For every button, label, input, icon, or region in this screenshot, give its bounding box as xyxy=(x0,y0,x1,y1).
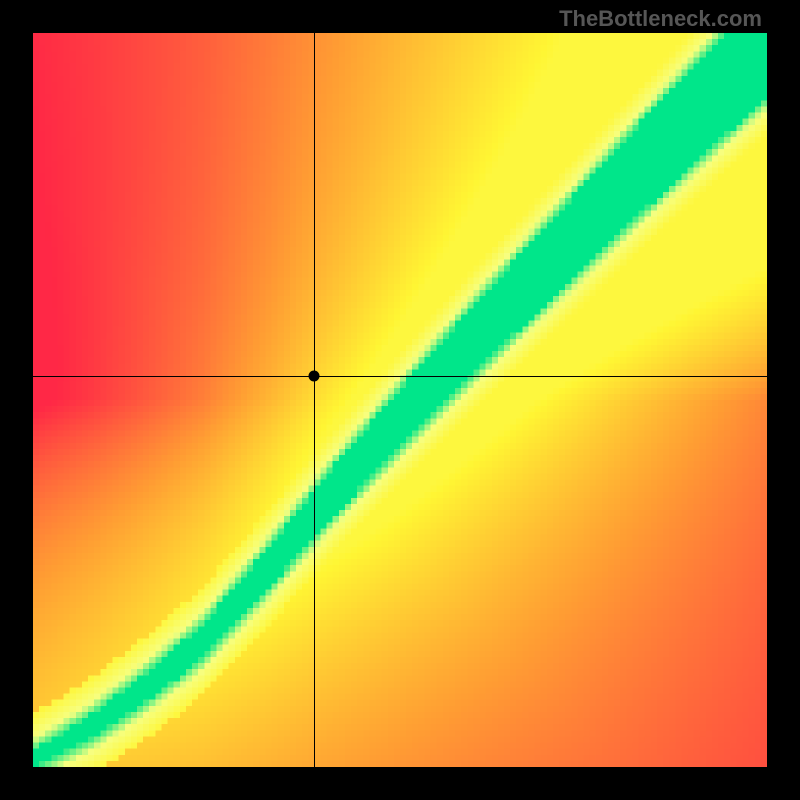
heatmap-plot xyxy=(33,33,767,767)
heatmap-canvas xyxy=(33,33,767,767)
marker-dot xyxy=(309,370,320,381)
crosshair-horizontal xyxy=(33,376,767,377)
crosshair-vertical xyxy=(314,33,315,767)
watermark-text: TheBottleneck.com xyxy=(559,6,762,32)
